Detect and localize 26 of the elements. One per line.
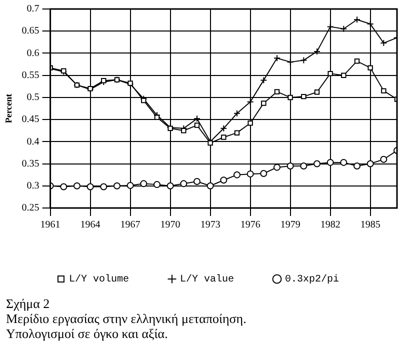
y-tick-label: 0.7 — [26, 4, 40, 15]
x-tick-label: 1973 — [200, 220, 220, 231]
x-tick-label: 1982 — [320, 220, 340, 231]
y-tick-label: 0.55 — [22, 70, 40, 81]
y-tick-label: 0.5 — [26, 92, 40, 104]
x-tick-label: 1961 — [40, 220, 60, 231]
y-tick-label: 0.35 — [22, 158, 40, 170]
x-tick-label: 1985 — [360, 220, 380, 231]
legend-label: L/Y value — [180, 274, 234, 286]
y-tick-label: 0.45 — [22, 114, 40, 126]
y-tick-label: 0.6 — [26, 48, 40, 59]
x-tick-label: 1979 — [280, 220, 300, 231]
x-tick-label: 1970 — [160, 220, 180, 231]
y-tick-label: 0.65 — [22, 26, 40, 37]
y-tick-label: 0.3 — [26, 180, 40, 192]
x-tick-label: 1964 — [80, 220, 100, 231]
y-tick-label: 0.4 — [26, 136, 40, 148]
y-axis-title: Percent — [4, 94, 14, 124]
y-tick-label: 0.25 — [22, 202, 40, 214]
text: Σχήμα 2 — [6, 296, 51, 311]
text: Μερίδιο εργασίας στην ελληνική μεταποίηση. — [6, 311, 248, 326]
legend-label: 0.3xp2/pi — [285, 274, 340, 286]
legend-label: L/Y volume — [68, 274, 129, 286]
text: Υπολογισμοί σε όγκο και αξία. — [6, 326, 169, 341]
x-tick-label: 1976 — [240, 220, 260, 231]
x-tick-label: 1967 — [120, 220, 140, 231]
